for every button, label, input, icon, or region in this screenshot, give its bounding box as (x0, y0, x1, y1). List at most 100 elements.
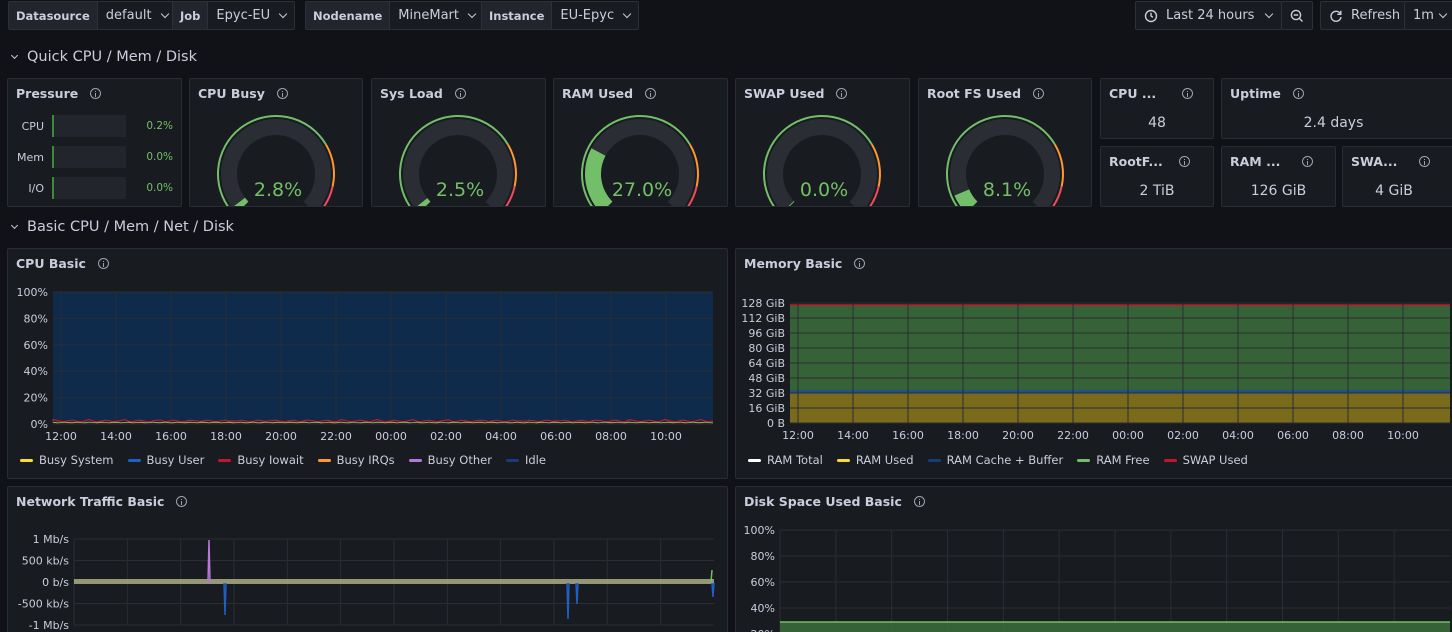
info-icon[interactable] (90, 88, 102, 99)
memory-basic-panel[interactable]: Memory Basic 128 GiB 112 GiB 96 GiB 80 GiB 6… (735, 248, 1452, 479)
spike-receive (207, 539, 211, 583)
panel-title: RAM Used (562, 86, 634, 101)
job-select[interactable]: Epyc-EU (208, 2, 294, 29)
legend-swatch (748, 458, 761, 462)
legend-label: RAM Cache + Buffer (946, 453, 1064, 467)
info-icon[interactable] (176, 496, 188, 507)
info-icon[interactable] (1419, 156, 1431, 167)
cpu-basic-chart[interactable]: 100% 80% 60% 40% 20% 0% 12:00 14:00 16:00 18:00 2… (8, 249, 728, 479)
nodename-select[interactable]: MineMart (390, 2, 483, 29)
threshold-green (217, 114, 327, 206)
info-icon[interactable] (645, 88, 657, 99)
info-icon[interactable] (1033, 88, 1045, 99)
threshold-green (399, 114, 509, 206)
y-tick-label: 32 GiB (748, 387, 785, 400)
pressure-bar (52, 115, 126, 137)
disk-space-used-basic-panel[interactable]: Disk Space Used Basic 100% 80% 60% 40% 20% (735, 486, 1452, 632)
legend-label: Busy Other (427, 453, 492, 467)
datasource-variable[interactable]: Datasource default (8, 1, 177, 30)
legend-item[interactable]: RAM Cache + Buffer (927, 453, 1064, 467)
refresh-interval-picker[interactable]: 1m (1404, 1, 1452, 30)
gauge-value-arc (585, 148, 613, 206)
legend-label: RAM Used (855, 453, 914, 467)
network-traffic-chart[interactable]: 1 Mb/s 500 kb/s 0 b/s -500 kb/s -1 Mb/s (8, 487, 728, 632)
cpu-cores-panel[interactable]: CPU ... 48 (1100, 78, 1214, 139)
datasource-select[interactable]: default (98, 2, 176, 29)
gauge-value-arc (234, 197, 249, 206)
cpu-basic-panel[interactable]: CPU Basic 100% 80% 60% 40% 20% 0% 12:00 14:00 1… (7, 248, 728, 479)
row-basic-cpu-mem-net-disk[interactable]: Basic CPU / Mem / Net / Disk (10, 219, 234, 235)
legend-item[interactable]: Busy Other (408, 453, 492, 467)
legend-item[interactable]: SWAP Used (1163, 453, 1248, 467)
panel-title: CPU Busy (198, 86, 265, 101)
refresh-icon (1330, 10, 1342, 22)
instance-select[interactable]: EU-Epyc (552, 2, 638, 29)
root-fs-used-panel[interactable]: Root FS Used 8.1% (918, 78, 1092, 207)
legend-label: RAM Free (1096, 453, 1150, 467)
row-quick-cpu-mem-disk[interactable]: Quick CPU / Mem / Disk (10, 49, 197, 65)
gauge-track (221, 119, 331, 206)
chevron-down-icon (10, 51, 19, 60)
cpu-busy-panel[interactable]: CPU Busy 2.8% (189, 78, 363, 207)
y-tick-label: 20% (24, 392, 48, 405)
threshold-green (581, 114, 691, 206)
gauge-value: 2.5% (436, 179, 484, 201)
ram-total-panel[interactable]: RAM ... 126 GiB (1221, 146, 1336, 207)
info-icon[interactable] (854, 258, 866, 269)
y-tick-label: 0 b/s (42, 576, 69, 589)
legend-swatch (1163, 458, 1177, 462)
instance-variable[interactable]: Instance EU-Epyc (481, 1, 640, 30)
spike-transmit (223, 582, 715, 620)
traffic-band (74, 579, 714, 584)
zoom-out-button[interactable] (1281, 1, 1313, 30)
legend-item[interactable]: RAM Total (748, 453, 823, 467)
info-icon[interactable] (1182, 88, 1194, 99)
panel-title: Network Traffic Basic (16, 494, 165, 509)
memory-basic-chart[interactable]: 128 GiB 112 GiB 96 GiB 80 GiB 64 GiB 48 GiB 32… (736, 249, 1452, 479)
legend-item[interactable]: RAM Used (836, 453, 914, 467)
legend-item[interactable]: Idle (505, 453, 546, 467)
time-range-picker[interactable]: Last 24 hours (1135, 1, 1282, 30)
threshold-red (1052, 186, 1063, 206)
info-icon[interactable] (1302, 156, 1314, 167)
ram-total-value: 126 GiB (1250, 183, 1307, 199)
gauge-track (767, 119, 877, 206)
legend-item[interactable]: Busy IRQs (317, 453, 395, 467)
info-icon[interactable] (454, 88, 466, 99)
chevron-down-icon (467, 9, 477, 19)
info-icon[interactable] (1292, 88, 1304, 99)
uptime-panel[interactable]: Uptime 2.4 days (1221, 78, 1452, 139)
legend-item[interactable]: Busy System (20, 453, 114, 467)
legend-item[interactable]: RAM Free (1077, 453, 1150, 467)
network-traffic-basic-panel[interactable]: Network Traffic Basic 1 Mb/s 500 kb/s 0 b/… (7, 486, 728, 632)
x-axis: 12:00 14:00 16:00 18:00 20:00 22:00 00:00 02:00… (782, 429, 1419, 442)
chart-grid (790, 302, 1450, 424)
x-tick-label: 00:00 (375, 430, 407, 443)
sys-load-panel[interactable]: Sys Load 2.5% (371, 78, 546, 207)
legend-label: Busy Iowait (237, 453, 304, 467)
nodename-variable[interactable]: Nodename MineMart (305, 1, 484, 30)
job-variable[interactable]: Job Epyc-EU (172, 1, 296, 30)
legend-item[interactable]: Busy Iowait (218, 453, 304, 467)
panel-title: CPU ... (1109, 86, 1157, 101)
swap-used-panel[interactable]: SWAP Used 0.0% (735, 78, 910, 207)
refresh-button[interactable]: Refresh (1320, 1, 1405, 30)
info-icon[interactable] (836, 88, 848, 99)
legend-label: Idle (524, 453, 546, 467)
info-icon[interactable] (276, 88, 288, 99)
swap-total-value: 4 GiB (1375, 183, 1413, 199)
legend-swatch (408, 458, 422, 462)
gauge-track (403, 119, 513, 206)
ram-used-panel[interactable]: RAM Used 27.0% (553, 78, 728, 207)
swap-total-panel[interactable]: SWA... 4 GiB (1342, 146, 1452, 207)
pressure-panel[interactable]: Pressure CPU 0.2% Mem 0.0% I/O 0.0% (7, 78, 182, 207)
pressure-row-mem: Mem 0.0% (16, 146, 173, 168)
x-tick-label: 10:00 (650, 430, 682, 443)
disk-space-chart[interactable]: 100% 80% 60% 40% 20% (736, 487, 1452, 632)
info-icon[interactable] (913, 496, 925, 507)
info-icon[interactable] (97, 258, 109, 269)
info-icon[interactable] (1178, 156, 1190, 167)
rootfs-total-panel[interactable]: RootF... 2 TiB (1100, 146, 1214, 207)
y-tick-label: 60% (751, 576, 775, 589)
legend-item[interactable]: Busy User (127, 453, 204, 467)
